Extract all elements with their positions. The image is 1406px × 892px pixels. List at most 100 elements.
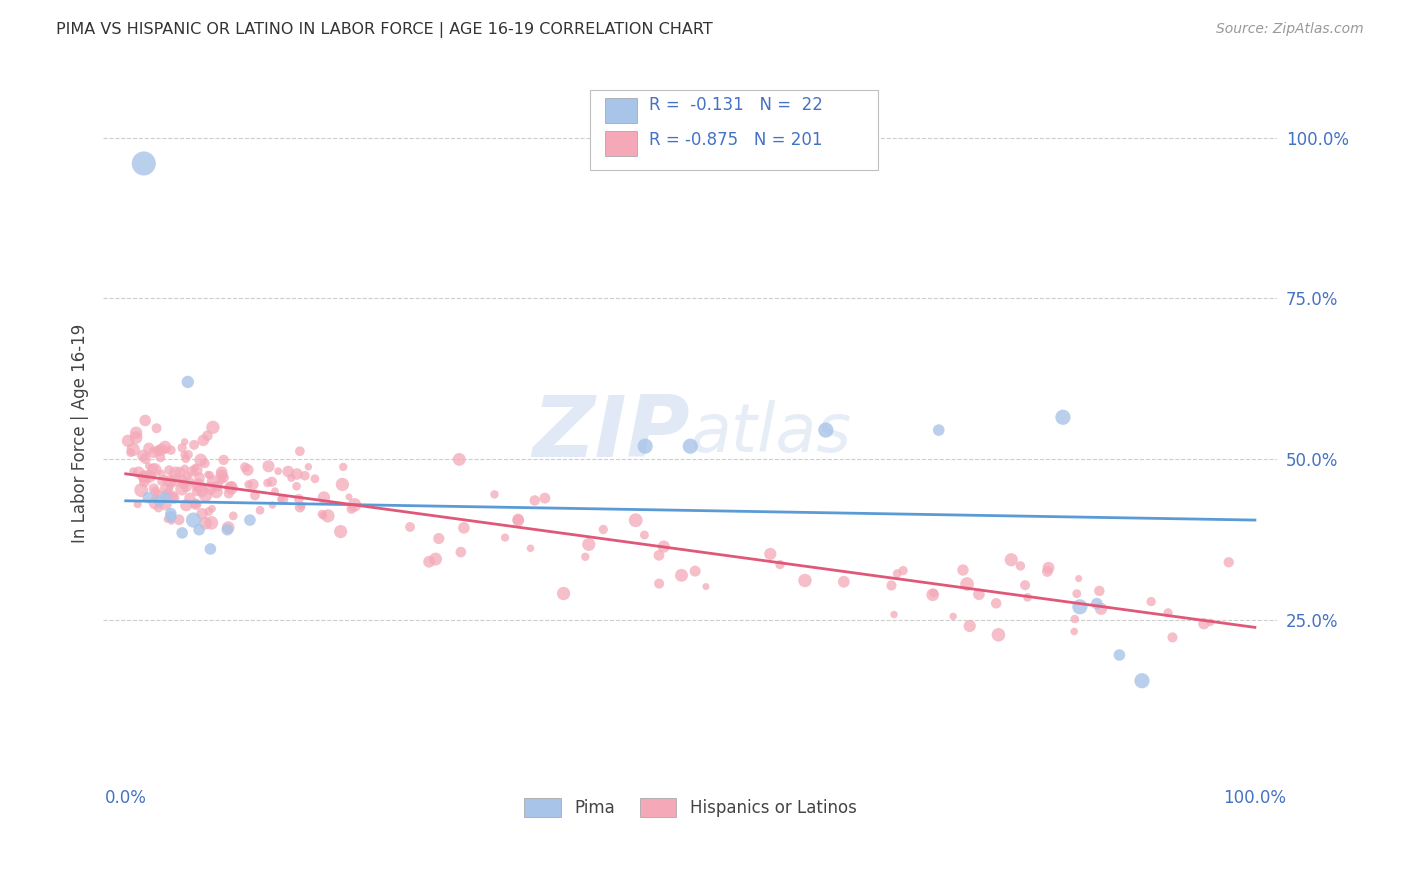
Point	[163, 474, 186, 488]
Point	[186, 479, 208, 493]
Point	[891, 564, 914, 578]
Point	[207, 479, 229, 493]
Point	[125, 431, 148, 445]
Point	[134, 475, 156, 489]
Point	[449, 452, 471, 467]
Point	[184, 496, 207, 510]
Point	[150, 475, 173, 489]
Point	[1067, 572, 1090, 586]
Point	[134, 470, 156, 484]
Point	[1090, 602, 1112, 616]
Point	[1063, 624, 1085, 639]
Point	[173, 461, 195, 475]
Point	[1199, 615, 1222, 630]
Point	[1000, 553, 1022, 567]
Point	[194, 488, 217, 502]
Point	[425, 552, 447, 566]
Point	[1052, 410, 1074, 425]
Point	[671, 568, 693, 582]
Point	[652, 540, 675, 554]
Point	[160, 507, 183, 521]
Point	[127, 497, 149, 511]
Point	[832, 574, 855, 589]
Point	[967, 587, 990, 601]
Point	[145, 484, 167, 499]
Point	[194, 456, 217, 470]
Point	[1066, 587, 1088, 601]
Point	[257, 459, 280, 474]
Text: atlas: atlas	[690, 401, 852, 467]
Point	[304, 472, 326, 486]
Point	[197, 467, 219, 482]
Point	[921, 588, 943, 602]
Point	[288, 491, 311, 506]
Point	[648, 549, 671, 563]
Point	[149, 442, 172, 457]
Point	[239, 513, 262, 527]
Point	[427, 532, 450, 546]
Point	[149, 443, 172, 458]
Point	[987, 628, 1010, 642]
Point	[329, 524, 352, 539]
Point	[534, 491, 557, 505]
Point	[169, 466, 191, 480]
Point	[218, 486, 240, 500]
Point	[959, 619, 981, 633]
Point	[886, 566, 908, 581]
Point	[197, 428, 219, 442]
Point	[142, 445, 165, 459]
Point	[190, 453, 212, 467]
Text: R = -0.875   N = 201: R = -0.875 N = 201	[650, 131, 823, 149]
Point	[174, 451, 197, 466]
Point	[149, 493, 172, 508]
Point	[270, 492, 292, 507]
Point	[262, 498, 284, 512]
Point	[249, 503, 271, 517]
Point	[1036, 565, 1059, 579]
Point	[332, 459, 354, 474]
Point	[633, 528, 655, 542]
Point	[212, 470, 235, 484]
Point	[256, 475, 278, 490]
Point	[624, 513, 647, 527]
Point	[243, 489, 266, 503]
Point	[343, 498, 366, 512]
Point	[695, 580, 717, 594]
Point	[173, 476, 195, 491]
Point	[332, 477, 354, 491]
FancyBboxPatch shape	[605, 98, 637, 123]
Point	[143, 496, 166, 510]
Point	[311, 507, 333, 521]
Point	[179, 475, 201, 489]
Point	[211, 465, 233, 479]
Point	[186, 484, 208, 499]
Point	[180, 465, 202, 479]
Point	[145, 421, 167, 435]
Point	[340, 501, 363, 516]
Point	[160, 509, 183, 524]
Point	[191, 483, 214, 498]
Text: Source: ZipAtlas.com: Source: ZipAtlas.com	[1216, 22, 1364, 37]
Point	[260, 475, 283, 489]
Point	[236, 463, 259, 477]
Point	[155, 497, 177, 511]
Point	[271, 492, 294, 507]
Point	[202, 475, 225, 489]
Point	[519, 541, 541, 556]
Point	[683, 564, 706, 578]
Point	[217, 523, 239, 537]
Point	[173, 434, 195, 449]
Point	[648, 576, 671, 591]
Point	[221, 480, 243, 494]
Point	[165, 466, 187, 480]
Point	[201, 501, 224, 516]
Point	[494, 531, 516, 545]
Point	[288, 500, 311, 515]
Point	[1108, 648, 1130, 662]
Point	[956, 577, 979, 591]
Point	[794, 574, 817, 588]
Point	[136, 491, 159, 505]
Point	[679, 439, 702, 453]
Point	[167, 513, 190, 527]
Point	[267, 464, 290, 478]
